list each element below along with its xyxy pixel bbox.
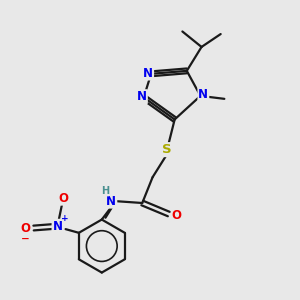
- Text: O: O: [20, 221, 31, 235]
- Text: +: +: [61, 214, 69, 223]
- Text: −: −: [21, 234, 30, 244]
- Text: N: N: [106, 195, 116, 208]
- Text: O: O: [172, 209, 182, 222]
- Text: N: N: [137, 90, 147, 103]
- Text: O: O: [59, 192, 69, 205]
- Text: N: N: [143, 67, 153, 80]
- Text: N: N: [52, 220, 62, 233]
- Text: S: S: [163, 143, 172, 156]
- Text: N: N: [198, 88, 208, 100]
- Text: H: H: [101, 186, 109, 196]
